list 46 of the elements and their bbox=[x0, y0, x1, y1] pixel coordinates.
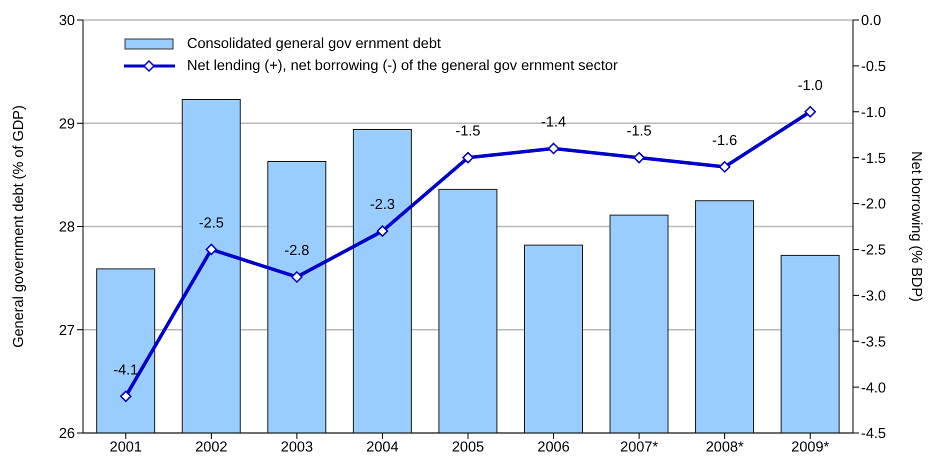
y2-tick-label: 0.0 bbox=[861, 13, 882, 30]
y-tick-label: 27 bbox=[58, 322, 75, 339]
y2-tick-label: -4.5 bbox=[861, 426, 886, 442]
x-tick-label: 2002 bbox=[195, 439, 228, 456]
y-tick-label: 29 bbox=[58, 116, 75, 132]
x-tick-label: 2007* bbox=[620, 439, 658, 456]
point bbox=[718, 161, 730, 173]
point bbox=[804, 106, 816, 118]
data-label: -2.5 bbox=[198, 215, 224, 232]
x-tick-label: 2008* bbox=[706, 439, 744, 456]
point bbox=[462, 152, 474, 164]
y-tick-label: 28 bbox=[58, 220, 75, 236]
point bbox=[120, 390, 132, 402]
x-tick-label: 2009* bbox=[791, 439, 830, 456]
legend-label: Consolidated general gov ernment debt bbox=[187, 35, 441, 54]
y2-axis-title: Net borrowing (% BDP) bbox=[908, 151, 924, 302]
data-label: -2.3 bbox=[370, 197, 395, 214]
y2-tick-label: -0.5 bbox=[861, 59, 886, 76]
y2-tick-label: -3.0 bbox=[861, 288, 886, 304]
point bbox=[206, 244, 218, 256]
y-tick-label: 26 bbox=[58, 426, 75, 442]
data-label: -4.1 bbox=[113, 362, 138, 378]
x-tick-label: 2005 bbox=[452, 439, 484, 456]
y2-tick-label: -2.5 bbox=[861, 242, 886, 259]
data-label: -1.6 bbox=[712, 132, 738, 149]
x-tick-label: 2003 bbox=[280, 439, 314, 456]
point bbox=[291, 271, 303, 283]
x-tick-label: 2004 bbox=[366, 439, 399, 456]
x-tick-label: 2006 bbox=[537, 439, 570, 456]
point bbox=[548, 142, 560, 154]
data-label: -1.4 bbox=[541, 114, 566, 130]
data-label: -1.5 bbox=[626, 124, 652, 140]
data-label: -1.0 bbox=[798, 78, 823, 94]
y-axis-title: General government debt (% of GDP) bbox=[11, 105, 28, 348]
x-tick-label: 2001 bbox=[110, 439, 142, 456]
y-tick-label: 30 bbox=[58, 13, 75, 30]
legend-label: Net lending (+), net borrowing (-) of the general gov ernment sector bbox=[187, 57, 618, 76]
y2-tick-label: -2.0 bbox=[861, 196, 886, 213]
y2-tick-label: -3.5 bbox=[861, 334, 886, 350]
data-label: -2.8 bbox=[284, 242, 310, 259]
point bbox=[633, 152, 645, 164]
y2-tick-label: -4.0 bbox=[861, 380, 886, 396]
y2-tick-label: -1.0 bbox=[861, 104, 886, 121]
data-label: -1.5 bbox=[456, 124, 480, 140]
point bbox=[376, 225, 388, 237]
y2-tick-label: -1.5 bbox=[861, 150, 886, 167]
